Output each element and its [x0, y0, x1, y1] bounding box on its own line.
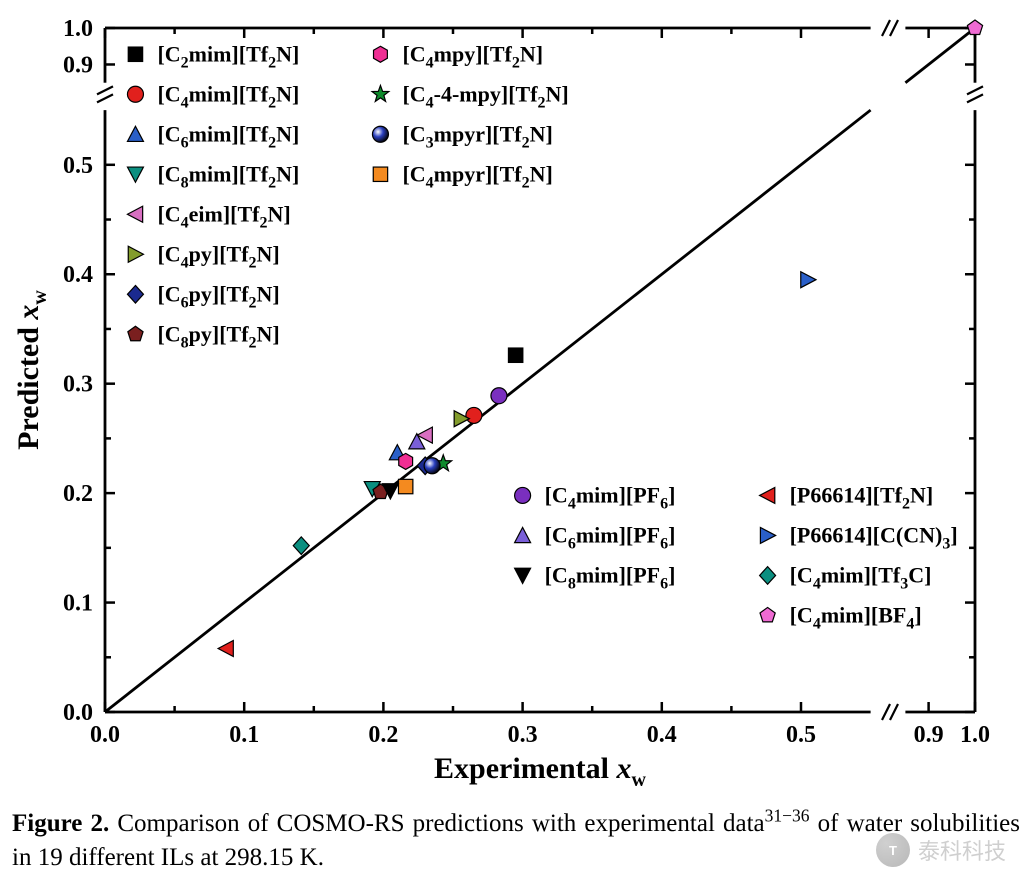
legend-block: [C4​mim][PF6​] [C6​mim][PF6​] [C8​mim][PF6…: [515, 482, 958, 632]
figure-caption: Figure 2. Comparison of COSMO-RS predict…: [0, 795, 1032, 875]
svg-text:[C6​py][Tf2​N]: [C6​py][Tf2​N]: [157, 281, 279, 311]
svg-text:0.4: 0.4: [647, 722, 677, 748]
svg-text:1.0: 1.0: [960, 722, 990, 748]
svg-text:[C4​mim][BF4​]: [C4​mim][BF4​]: [790, 602, 922, 632]
svg-text:0.3: 0.3: [63, 372, 93, 398]
svg-text:0.5: 0.5: [63, 153, 93, 179]
svg-text:0.3: 0.3: [508, 722, 538, 748]
legend-block: [C2​mim][Tf2​N] [C4​mim][Tf2​N] [C6​mim][T…: [127, 41, 568, 351]
svg-text:[C4​mpyr][Tf2​N]: [C4​mpyr][Tf2​N]: [402, 161, 552, 191]
svg-text:0.5: 0.5: [786, 722, 816, 748]
svg-text:1.0: 1.0: [63, 16, 93, 42]
svg-text:[C4​eim][Tf2​N]: [C4​eim][Tf2​N]: [157, 201, 290, 231]
svg-text:[C3​mpyr][Tf2​N]: [C3​mpyr][Tf2​N]: [402, 121, 552, 151]
svg-text:[P66614][Tf2​N]: [P66614][Tf2​N]: [790, 482, 934, 512]
svg-text:[C4​py][Tf2​N]: [C4​py][Tf2​N]: [157, 241, 279, 271]
svg-text:[C6​mim][Tf2​N]: [C6​mim][Tf2​N]: [157, 121, 299, 151]
svg-text:0.0: 0.0: [63, 700, 93, 726]
svg-text:[C4​mim][Tf3​C]: [C4​mim][Tf3​C]: [790, 562, 932, 592]
svg-text:[C8​mim][Tf2​N]: [C8​mim][Tf2​N]: [157, 161, 299, 191]
svg-text:[C4​mim][Tf2​N]: [C4​mim][Tf2​N]: [157, 81, 299, 111]
svg-text:Experimental xw: Experimental xw: [434, 752, 646, 790]
svg-text:[C4​mim][PF6​]: [C4​mim][PF6​]: [545, 482, 676, 512]
svg-text:[C6​mim][PF6​]: [C6​mim][PF6​]: [545, 522, 676, 552]
svg-text:[C4​-4-mpy][Tf2​N]: [C4​-4-mpy][Tf2​N]: [402, 81, 568, 111]
svg-text:0.2: 0.2: [368, 722, 398, 748]
svg-text:Predicted xw: Predicted xw: [12, 290, 51, 450]
caption-text: Figure 2. Comparison of COSMO-RS predict…: [12, 810, 1020, 871]
svg-text:0.4: 0.4: [63, 262, 93, 288]
data-points: [218, 20, 983, 657]
svg-text:[P66614][C(CN)3​]: [P66614][C(CN)3​]: [790, 522, 958, 552]
svg-text:0.2: 0.2: [63, 481, 93, 507]
svg-text:0.0: 0.0: [90, 722, 120, 748]
svg-text:0.9: 0.9: [63, 52, 93, 78]
svg-text:0.1: 0.1: [63, 591, 93, 617]
svg-text:0.1: 0.1: [229, 722, 259, 748]
scatter-chart: 0.0 0.1 0.2 0.3 0.4 0.5 0.9 1.0 0.0 0.1 0.2 0.3 0.4 0…: [10, 10, 1000, 790]
figure-container: 0.0 0.1 0.2 0.3 0.4 0.5 0.9 1.0 0.0 0.1 0.2 0.3 0.4 0…: [0, 0, 1032, 795]
svg-text:[C4​mpy][Tf2​N]: [C4​mpy][Tf2​N]: [402, 41, 543, 71]
svg-text:[C8​mim][PF6​]: [C8​mim][PF6​]: [545, 562, 676, 592]
svg-text:0.9: 0.9: [914, 722, 944, 748]
svg-text:[C2​mim][Tf2​N]: [C2​mim][Tf2​N]: [157, 41, 299, 71]
svg-text:[C8​py][Tf2​N]: [C8​py][Tf2​N]: [157, 321, 279, 351]
